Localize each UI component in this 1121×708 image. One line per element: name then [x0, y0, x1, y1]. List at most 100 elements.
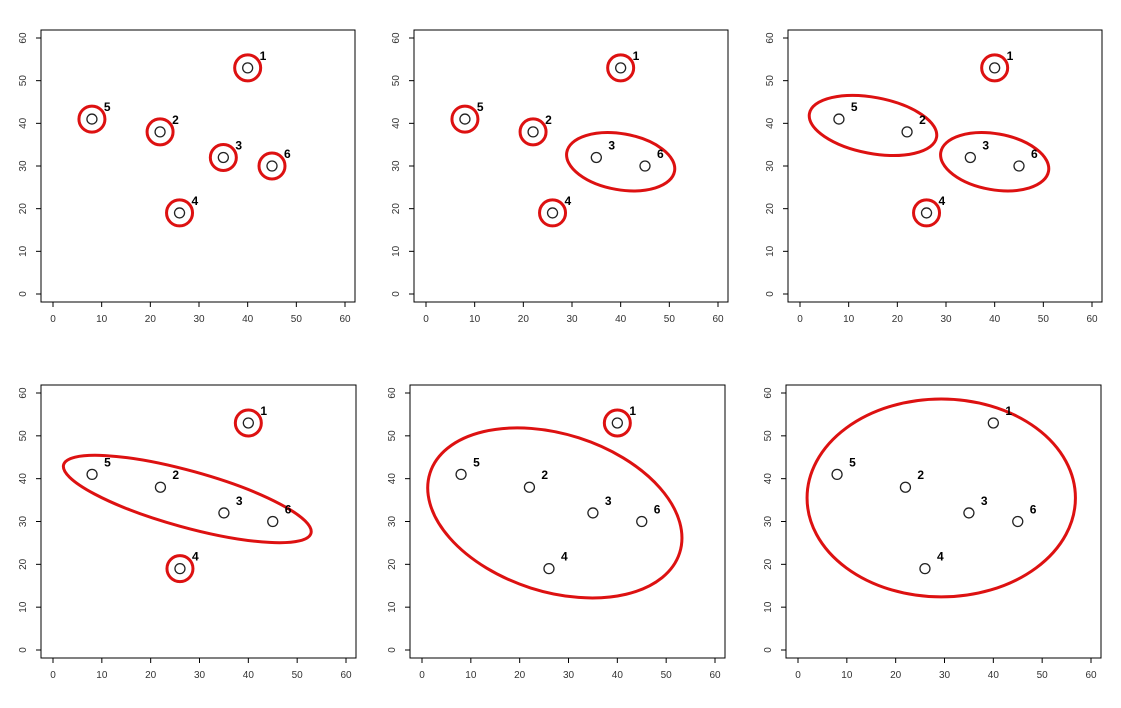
cluster-ellipse: [606, 53, 636, 83]
point-label-1: 1: [260, 49, 267, 63]
data-point-3: [963, 507, 975, 519]
data-point-4: [543, 562, 555, 575]
point-label-2: 2: [172, 113, 179, 127]
y-tick-label: 10: [18, 245, 29, 257]
point-label-5: 5: [104, 100, 111, 114]
x-tick-label: 0: [50, 314, 56, 325]
cluster-ellipse: [518, 117, 548, 147]
y-tick-label: 50: [18, 430, 29, 442]
data-point-5: [86, 113, 98, 125]
point-label-3: 3: [236, 494, 243, 508]
x-tick-label: 50: [664, 314, 676, 325]
data-point-5: [86, 468, 98, 481]
x-tick-label: 40: [612, 670, 624, 681]
data-point-4: [919, 562, 931, 575]
y-tick-label: 10: [387, 601, 398, 613]
panel-4: 0 10 20 30 40 50 60 0 10 20 30 40 50 60 1 2 3 4 5 6: [18, 384, 357, 681]
point-label-4: 4: [561, 550, 568, 564]
x-tick-label: 40: [615, 314, 627, 325]
y-tick-label: 30: [765, 160, 776, 172]
point-label-1: 1: [260, 404, 267, 418]
point-label-1: 1: [633, 49, 640, 63]
y-tick-label: 60: [391, 32, 402, 44]
x-tick-label: 10: [841, 670, 853, 681]
x-tick-label: 40: [243, 670, 255, 681]
cluster-ellipse: [912, 198, 942, 228]
y-tick-label: 60: [18, 387, 29, 399]
x-tick-label: 20: [890, 670, 902, 681]
x-tick-label: 30: [193, 314, 205, 325]
point-label-3: 3: [235, 138, 242, 152]
point-label-3: 3: [982, 138, 989, 152]
point-label-2: 2: [919, 113, 926, 127]
point-label-6: 6: [1031, 147, 1038, 161]
data-point-3: [590, 151, 602, 164]
y-tick-label: 40: [765, 117, 776, 129]
data-point-1: [242, 417, 254, 429]
y-tick-label: 60: [387, 387, 398, 399]
data-point-2: [154, 126, 166, 138]
data-point-6: [1012, 515, 1024, 528]
y-tick-label: 0: [763, 647, 774, 653]
y-tick-label: 40: [18, 473, 29, 485]
x-tick-label: 50: [1037, 670, 1049, 681]
y-tick-label: 40: [387, 473, 398, 485]
cluster-ellipse: [807, 93, 939, 157]
point-label-4: 4: [192, 194, 199, 208]
point-label-4: 4: [937, 550, 944, 564]
cluster-ellipse: [61, 453, 313, 545]
point-label-4: 4: [939, 194, 946, 208]
y-tick-label: 50: [18, 75, 29, 87]
cluster-ellipse: [565, 131, 677, 193]
y-tick-label: 30: [763, 516, 774, 528]
panel-2: 0 10 20 30 40 50 60 0 10 20 30 40 50 60 1 2 3 4 5 6: [391, 29, 729, 325]
plot-frame: [40, 384, 357, 659]
point-label-2: 2: [917, 468, 924, 482]
cluster-ellipse: [450, 104, 480, 134]
cluster-ellipse: [602, 408, 632, 438]
point-label-2: 2: [541, 468, 548, 482]
cluster-ellipse: [208, 142, 238, 172]
y-tick-label: 20: [18, 203, 29, 215]
panel-3: 0 10 20 30 40 50 60 0 10 20 30 40 50 60 1 2 3 4 5 6: [765, 29, 1103, 325]
cluster-ellipse: [165, 554, 195, 584]
y-tick-label: 40: [391, 117, 402, 129]
x-tick-label: 10: [96, 314, 108, 325]
y-tick-label: 0: [18, 647, 29, 653]
data-point-5: [459, 113, 471, 125]
data-point-5: [831, 468, 843, 481]
data-point-3: [587, 507, 599, 519]
x-tick-label: 60: [712, 314, 724, 325]
cluster-ellipse: [980, 53, 1010, 83]
point-label-4: 4: [565, 194, 572, 208]
point-label-6: 6: [284, 147, 291, 161]
data-point-2: [899, 481, 912, 493]
point-label-5: 5: [849, 455, 856, 469]
x-tick-label: 60: [1086, 314, 1098, 325]
x-tick-label: 30: [940, 314, 952, 325]
x-tick-label: 20: [145, 670, 157, 681]
data-point-3: [218, 507, 230, 519]
x-tick-label: 10: [96, 670, 108, 681]
y-tick-label: 60: [763, 387, 774, 399]
x-tick-label: 60: [339, 314, 351, 325]
data-point-2: [901, 126, 913, 138]
data-point-2: [523, 481, 536, 493]
y-tick-label: 0: [387, 647, 398, 653]
data-point-5: [455, 468, 467, 481]
point-label-4: 4: [192, 550, 199, 564]
plot-frame: [785, 384, 1102, 659]
data-point-6: [636, 515, 648, 528]
y-tick-label: 30: [18, 160, 29, 172]
data-point-6: [267, 515, 279, 528]
point-label-3: 3: [608, 138, 615, 152]
y-tick-label: 10: [18, 601, 29, 613]
cluster-ellipse: [939, 131, 1051, 193]
point-label-6: 6: [285, 503, 292, 517]
point-label-1: 1: [1005, 404, 1012, 418]
point-label-3: 3: [605, 494, 612, 508]
x-tick-label: 60: [709, 670, 721, 681]
point-label-5: 5: [477, 100, 484, 114]
point-label-5: 5: [473, 455, 480, 469]
